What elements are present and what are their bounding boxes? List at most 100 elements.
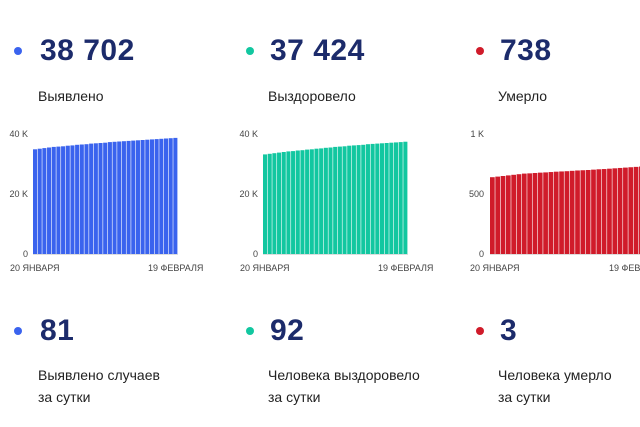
detected-y-tick-label: 20 K <box>9 189 28 199</box>
recovered-bar <box>291 151 296 254</box>
deaths-bar <box>553 171 559 254</box>
detected-bar <box>107 142 112 254</box>
deaths-total: 738 <box>500 34 552 67</box>
detected-bar <box>112 141 117 254</box>
daily-recovered-label-line2: за сутки <box>268 389 321 405</box>
recovered-label: Выздоровело <box>268 88 356 104</box>
recovered-bar <box>379 143 385 254</box>
detected-bar <box>70 145 75 254</box>
detected-bar <box>126 140 131 254</box>
recovered-bar <box>398 142 403 254</box>
recovered-y-tick-label: 20 K <box>239 189 258 199</box>
recovered-bar <box>393 142 399 254</box>
detected-bar <box>79 144 84 254</box>
detected-bar <box>103 142 108 254</box>
detected-bar <box>173 137 178 254</box>
deaths-bar <box>532 173 538 254</box>
recovered-bar <box>356 145 361 254</box>
deaths-bar <box>575 170 580 254</box>
recovered-bar <box>375 143 380 254</box>
deaths-y-tick-label: 0 <box>479 249 484 259</box>
detected-x-start-label: 20 ЯНВАРЯ <box>10 263 60 273</box>
recovered-bar <box>300 150 305 254</box>
deaths-y-tick-label: 500 <box>469 189 484 199</box>
deaths-x-start-label: 20 ЯНВАРЯ <box>470 263 520 273</box>
daily-detected-dot <box>14 327 22 335</box>
detected-bar <box>51 146 56 254</box>
detected-bar <box>149 139 155 254</box>
detected-bar <box>61 146 66 254</box>
daily-recovered-dot <box>246 327 254 335</box>
detected-bar <box>163 138 169 254</box>
recovered-bar <box>267 153 272 254</box>
recovered-bar <box>309 149 314 254</box>
recovered-bar <box>370 143 375 254</box>
deaths-bar <box>607 168 612 254</box>
detected-bar <box>98 143 103 254</box>
detected-bar <box>159 138 164 254</box>
recovered-bar <box>277 152 282 254</box>
detected-label: Выявлено <box>38 88 104 104</box>
deaths-bar <box>585 170 591 254</box>
deaths-y-tick-label: 1 K <box>470 129 484 139</box>
deaths-bar <box>516 174 522 254</box>
detected-dot <box>14 47 22 55</box>
recovered-bar <box>328 147 333 254</box>
daily-deaths-value: 3 <box>500 314 518 347</box>
daily-detected-value: 81 <box>40 314 75 347</box>
detected-bar <box>140 140 145 254</box>
deaths-bar <box>537 172 543 254</box>
deaths-bar <box>612 168 618 254</box>
deaths-bar <box>543 172 548 254</box>
recovered-bar <box>272 153 277 254</box>
detected-bar <box>89 143 94 254</box>
recovered-bar <box>361 144 366 254</box>
recovered-bar <box>263 154 268 254</box>
deaths-bar <box>617 167 623 254</box>
recovered-bar <box>319 148 324 254</box>
recovered-bar <box>403 141 408 254</box>
recovered-bar <box>337 146 342 254</box>
deaths-bar <box>628 167 634 254</box>
deaths-bar <box>490 177 495 254</box>
recovered-bar <box>333 146 338 254</box>
deaths-bar <box>580 170 586 254</box>
detected-bar <box>65 145 70 254</box>
detected-bar <box>33 149 38 254</box>
recovered-y-tick-label: 40 K <box>239 129 258 139</box>
recovered-bar <box>323 147 328 254</box>
recovered-bar <box>305 149 310 254</box>
detected-bar <box>37 148 42 254</box>
detected-bar <box>93 143 98 254</box>
deaths-bar <box>548 172 554 254</box>
deaths-x-end-label: 19 ФЕВРАЛЯ <box>609 263 640 273</box>
deaths-label: Умерло <box>498 88 548 104</box>
detected-y-tick-label: 40 K <box>9 129 28 139</box>
recovered-bar <box>384 143 389 254</box>
detected-bar <box>56 146 61 254</box>
deaths-bar <box>511 174 517 254</box>
recovered-bar <box>365 144 370 254</box>
deaths-bar <box>500 176 506 254</box>
recovered-total: 37 424 <box>270 34 365 67</box>
recovered-bar <box>295 150 300 254</box>
recovered-x-start-label: 20 ЯНВАРЯ <box>240 263 290 273</box>
detected-bar <box>145 139 150 254</box>
recovered-y-tick-label: 0 <box>253 249 258 259</box>
deaths-bar <box>559 171 564 254</box>
recovered-bar <box>342 146 347 254</box>
detected-bar <box>42 148 47 254</box>
recovered-bar <box>347 145 352 254</box>
recovered-bar <box>389 142 394 254</box>
detected-total: 38 702 <box>40 34 135 67</box>
deaths-bar <box>564 171 570 254</box>
daily-detected-label-line2: за сутки <box>38 389 91 405</box>
daily-deaths-label-line1: Человека умерло <box>498 367 612 383</box>
detected-bar <box>121 141 126 254</box>
deaths-bar <box>527 173 532 254</box>
recovered-bar <box>286 151 291 254</box>
deaths-bar <box>623 167 628 254</box>
recovered-bar <box>314 148 319 254</box>
deaths-bar <box>633 166 639 254</box>
